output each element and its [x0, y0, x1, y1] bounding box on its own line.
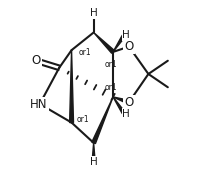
Text: O: O: [124, 40, 134, 53]
Text: O: O: [32, 54, 41, 67]
Polygon shape: [113, 35, 125, 52]
Text: or1: or1: [105, 60, 118, 69]
Text: or1: or1: [105, 83, 118, 92]
Polygon shape: [92, 97, 113, 144]
Polygon shape: [70, 50, 74, 123]
Polygon shape: [113, 97, 125, 114]
Text: H: H: [90, 157, 98, 167]
Text: H: H: [123, 109, 130, 119]
Text: O: O: [124, 96, 134, 109]
Polygon shape: [94, 32, 114, 53]
Polygon shape: [92, 143, 95, 162]
Text: H: H: [123, 30, 130, 40]
Text: or1: or1: [79, 48, 91, 57]
Polygon shape: [113, 97, 130, 104]
Text: or1: or1: [77, 115, 89, 124]
Text: H: H: [90, 8, 98, 18]
Text: HN: HN: [30, 98, 48, 111]
